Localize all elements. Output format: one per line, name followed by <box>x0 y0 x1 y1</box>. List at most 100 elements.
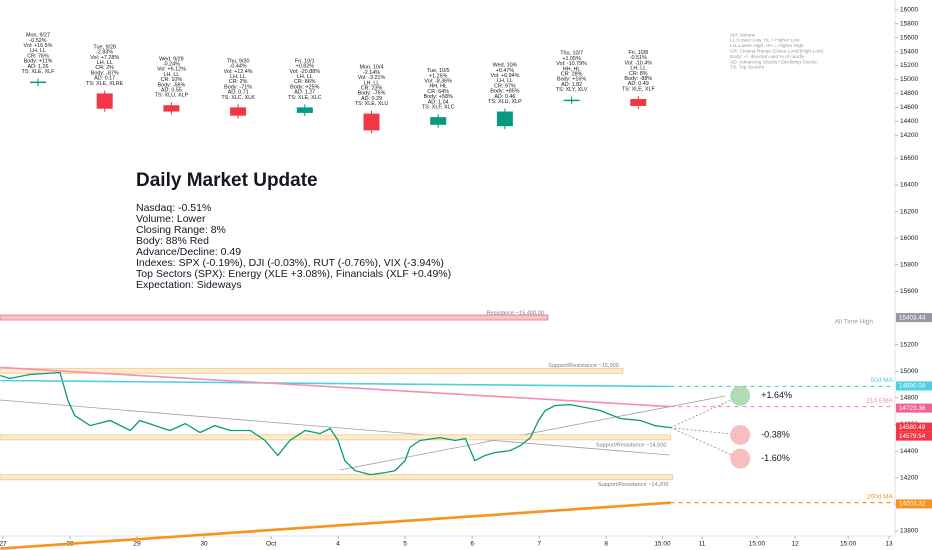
day-stat: -2.14% <box>363 70 380 76</box>
projection-target <box>730 448 751 469</box>
day-stat: TS: XLE, XLF <box>622 86 656 92</box>
note-line: Expectation: Sideways <box>136 279 242 291</box>
day-stat: Body: -87% <box>91 70 119 76</box>
x-tick-label: 15:00 <box>749 541 766 548</box>
y-tick-label: 15400 <box>900 48 918 55</box>
day-stat: AD: 0.55 <box>161 87 182 93</box>
day-stat: Vol: -10.4% <box>625 60 653 66</box>
day-stat: TS: XLE, XLU <box>355 101 389 107</box>
day-stat: LH, LL <box>630 66 646 72</box>
day-stat: Vol: +12.4% <box>224 69 253 75</box>
candle-body <box>230 107 247 116</box>
candle-body <box>630 98 647 106</box>
note-line: Top Sectors (SPX): Energy (XLE +3.08%), … <box>136 268 451 280</box>
day-stat: LH, LL <box>364 80 380 86</box>
day-stat: Vol: +7.28% <box>90 55 119 61</box>
x-tick-label: 15:00 <box>654 541 671 548</box>
day-stat: Wed, 9/29 <box>159 56 183 62</box>
y-tick-label: 13800 <box>900 528 918 535</box>
legend-line: LH=Lower High, HH = Higher High <box>730 43 804 49</box>
day-stat: Body: +58% <box>424 94 453 100</box>
price-tag-label: 14580.49 <box>899 424 926 431</box>
candle-body <box>296 107 313 113</box>
price-tag <box>896 381 932 391</box>
day-stat: AD: 0.17 <box>94 76 115 82</box>
day-stat: CR: 23% <box>361 85 383 91</box>
legend-line: Vol: Volume <box>730 32 756 38</box>
y-tick-label: 15000 <box>900 76 918 83</box>
y-tick-label: 14200 <box>900 132 918 139</box>
day-stat: Body: -88% <box>624 76 652 82</box>
day-stat: TS: XLE, XLC <box>288 95 322 101</box>
note-line: Indexes: SPX (-0.19%), DJI (-0.03%), RUT… <box>136 257 444 269</box>
candle-body <box>96 93 113 109</box>
legend-line: AD: Advancing Stocks / Declining Stocks <box>730 59 817 65</box>
day-stat: AD: 1.27 <box>294 90 315 96</box>
y-tick-label: 14800 <box>900 90 918 97</box>
day-stat: LH, LL <box>97 60 113 66</box>
day-stat: -0.52% <box>29 38 46 44</box>
note-line: Body: 88% Red <box>136 235 209 247</box>
y-tick-label: 15600 <box>900 34 918 41</box>
day-stat: TS: XLY, XLV <box>556 87 588 93</box>
level-band <box>0 314 549 321</box>
level-band <box>0 367 624 374</box>
day-stat: AD: 0.46 <box>494 94 515 100</box>
projection-path <box>670 427 741 459</box>
day-stat: LH, LL <box>30 48 46 54</box>
y-tick-label: 14800 <box>900 395 918 402</box>
price-tag <box>896 313 932 323</box>
y-tick-label: 16200 <box>900 208 918 215</box>
day-stat: AD: 1.82 <box>561 82 582 88</box>
x-tick-label: 5 <box>403 541 407 548</box>
price-tag <box>896 422 932 432</box>
x-tick-label: 13 <box>885 541 893 548</box>
day-stat: LH, LL <box>230 74 246 80</box>
x-tick-label: 11 <box>699 541 706 548</box>
day-stat: TS: XLE, XLF <box>22 69 56 75</box>
y-tick-label: 14200 <box>900 474 918 481</box>
day-stat: Vol: +16.5% <box>24 43 53 49</box>
day-stat: CR: 10% <box>161 77 183 83</box>
note-line: Nasdaq: -0.51% <box>136 202 211 214</box>
level-label: Resistance ~15,400.00 <box>486 311 543 317</box>
legend-line: CR: Closing Range (Close-Low)/(High-Low) <box>730 48 823 54</box>
day-stat: AD: 0.71 <box>228 90 249 96</box>
day-stat: Vol: -3.21% <box>358 75 386 81</box>
y-tick-label: 15600 <box>900 288 918 295</box>
y-tick-label: 16400 <box>900 182 918 189</box>
y-tick-label: 14400 <box>900 448 918 455</box>
day-stat: Body: +85% <box>490 89 519 95</box>
projection-path <box>670 395 741 428</box>
day-stat: -0.24% <box>163 61 180 67</box>
day-stat: AD: 1.04 <box>428 99 449 105</box>
day-stat: Body: -75% <box>358 91 386 97</box>
price-tag-label: 14723.36 <box>899 405 926 412</box>
day-stat: +0.47% <box>496 68 515 74</box>
day-stat: Vol: -20.88% <box>290 69 321 75</box>
price-tag <box>896 403 932 413</box>
day-stat: Tue, 10/5 <box>427 68 450 74</box>
series-line <box>0 379 671 388</box>
y-tick-label: 15200 <box>900 341 918 348</box>
day-stat: -2.83% <box>96 50 113 56</box>
trend-line <box>0 399 671 456</box>
day-stat: Tue, 9/28 <box>93 44 116 50</box>
level-band <box>0 474 673 481</box>
note-line: Advance/Decline: 0.49 <box>136 246 241 258</box>
x-tick-label: 12 <box>792 541 800 548</box>
y-tick-label: 14600 <box>900 104 918 111</box>
day-stat: TS: XLU, XLP <box>488 99 522 105</box>
day-stat: CR: 28% <box>561 72 583 78</box>
day-stat: +0.82% <box>296 64 315 70</box>
y-tick-label: 15200 <box>900 62 918 69</box>
price-tag-label: 15403.44 <box>899 314 926 321</box>
series-name: 200d MA <box>867 493 894 500</box>
candle-body <box>430 117 447 125</box>
day-stat: Body: -71% <box>224 84 252 90</box>
price-tag <box>896 431 932 441</box>
day-stat: -0.44% <box>230 64 247 70</box>
level-label: Support/Resistance ~14,500 <box>596 442 667 448</box>
day-stat: Mon, 9/27 <box>26 33 50 39</box>
